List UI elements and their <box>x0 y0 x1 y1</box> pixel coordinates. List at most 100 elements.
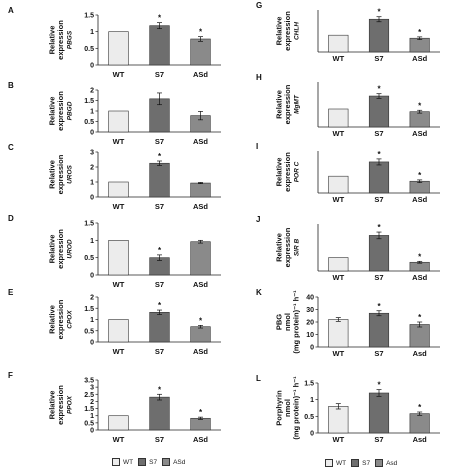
bar <box>328 319 349 348</box>
x-tick-label: WT <box>332 349 344 358</box>
y-tick-label: 2 <box>90 88 94 95</box>
legend-label-s7: S7 <box>362 459 371 467</box>
significance-star: * <box>377 150 381 159</box>
significance-star: * <box>418 101 422 110</box>
bar <box>190 417 211 431</box>
gene-label: POR C <box>294 161 301 182</box>
gene-label: PBGD <box>67 101 74 120</box>
panel-j: J Relative expression SIR B WT * S7 * ASd <box>256 215 440 282</box>
panel-g: G Relative expression CHLH WT * S7 * ASd <box>256 1 440 63</box>
y-axis-label: expression <box>283 84 292 124</box>
significance-star: * <box>199 408 203 417</box>
y-axis-label: nmol <box>283 399 292 417</box>
y-tick-label: 10 <box>306 332 314 339</box>
bar <box>328 175 349 194</box>
x-tick-label: Asd <box>413 435 428 444</box>
significance-star: * <box>158 301 162 310</box>
gene-label: SIR B <box>294 239 301 257</box>
bar <box>108 319 129 343</box>
y-tick-label: 1 <box>90 180 94 187</box>
y-tick-label: 0.5 <box>84 46 94 53</box>
x-tick-label: S7 <box>155 70 164 79</box>
panel-letter: H <box>256 73 262 82</box>
bar <box>409 261 430 272</box>
x-tick-label: S7 <box>155 280 164 289</box>
x-tick-label: WT <box>113 202 125 211</box>
bar <box>328 108 349 128</box>
y-tick-label: 1.5 <box>84 13 94 20</box>
panel-f: F Relative expression PPOX 00.511.522.533.5 W… <box>8 371 221 444</box>
y-tick-label: 2 <box>90 295 94 302</box>
bar <box>409 413 430 434</box>
x-tick-label: ASd <box>412 54 427 63</box>
y-tick-label: 0 <box>90 195 94 202</box>
bar <box>190 38 211 66</box>
y-tick-label: 3 <box>90 385 94 392</box>
legend-swatch-wt <box>112 458 120 466</box>
y-axis-label: Porphyrin <box>275 390 284 426</box>
y-axis-label: expression <box>56 229 65 269</box>
panel-letter: B <box>8 81 14 90</box>
x-tick-label: WT <box>113 137 125 146</box>
y-axis-label: Relative <box>48 160 57 189</box>
legend-swatch-wt <box>325 459 333 467</box>
bar <box>328 34 349 53</box>
bar <box>409 37 430 53</box>
y-axis-label: nmol <box>283 313 292 331</box>
significance-star: * <box>418 28 422 37</box>
significance-star: * <box>158 152 162 161</box>
significance-star: * <box>418 171 422 180</box>
y-axis-label: expression <box>56 385 65 425</box>
y-tick-label: 0.5 <box>84 420 94 427</box>
x-tick-label: S7 <box>374 129 383 138</box>
y-axis-label: expression <box>56 91 65 131</box>
legend-swatch-asd <box>162 458 171 466</box>
x-tick-label: WT <box>113 435 125 444</box>
x-tick-label: ASd <box>193 435 208 444</box>
x-tick-label: ASd <box>412 129 427 138</box>
x-tick-label: WT <box>332 273 344 282</box>
y-axis-label: Relative <box>48 235 57 264</box>
bar <box>368 312 390 348</box>
y-axis-label: Relative <box>48 391 57 420</box>
legend-left: WT S7 ASd <box>112 458 185 466</box>
y-tick-label: 0.5 <box>84 119 94 126</box>
bar <box>108 31 129 66</box>
y-tick-label: 0 <box>90 340 94 347</box>
panel-letter: C <box>8 143 14 152</box>
y-tick-label: 0.5 <box>84 328 94 335</box>
bar <box>368 18 390 53</box>
y-tick-label: 1.5 <box>304 381 314 388</box>
y-tick-label: 2 <box>90 399 94 406</box>
y-tick-label: 1 <box>90 238 94 245</box>
legend-right: WT S7 Asd <box>325 459 397 467</box>
significance-star: * <box>377 302 381 311</box>
y-axis-label: Relative <box>48 97 57 126</box>
x-tick-label: WT <box>332 195 344 204</box>
significance-star: * <box>377 381 381 390</box>
significance-star: * <box>199 28 203 37</box>
y-axis-label: (mg protein)⁻¹ h⁻¹ <box>292 376 301 440</box>
bar <box>368 95 390 128</box>
bar <box>108 415 129 431</box>
y-tick-label: 0 <box>310 345 314 352</box>
panel-h: H Relative expression MgMT WT * S7 * ASd <box>256 73 440 138</box>
significance-star: * <box>418 403 422 412</box>
y-tick-label: 1.5 <box>84 221 94 228</box>
bar <box>190 326 211 343</box>
x-tick-label: ASd <box>193 280 208 289</box>
bar <box>149 25 170 66</box>
y-tick-label: 1 <box>90 413 94 420</box>
x-tick-label: ASd <box>193 347 208 356</box>
y-tick-label: 0 <box>90 130 94 137</box>
x-tick-label: ASd <box>193 70 208 79</box>
panel-k: K PBG nmol (mg protein)⁻¹ h⁻¹ 0 10 20 30 40 WT * S7… <box>256 288 440 358</box>
bar <box>149 162 170 198</box>
y-tick-label: 0 <box>310 431 314 438</box>
panel-letter: J <box>256 215 260 224</box>
bar <box>108 181 129 198</box>
panel-letter: A <box>8 6 14 15</box>
gene-label: PPOX <box>67 395 74 414</box>
y-tick-label: 3.5 <box>84 378 94 385</box>
